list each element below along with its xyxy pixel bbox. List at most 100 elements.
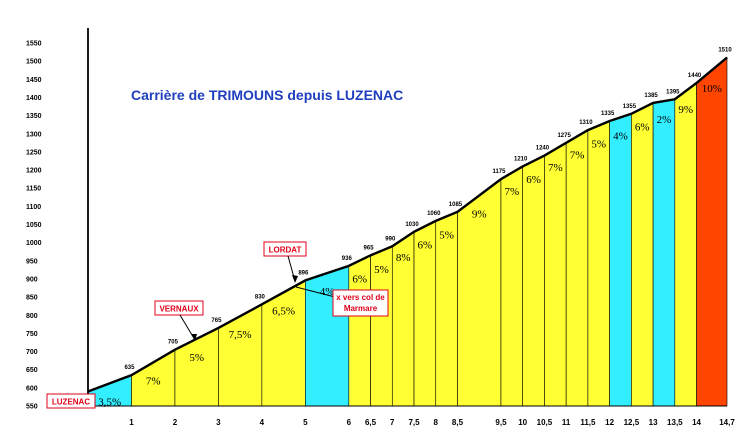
callout-marmare: x vers col de Marmare [295, 286, 389, 317]
grade-label: 6% [635, 121, 650, 133]
altitude-label: 1085 [449, 202, 463, 208]
grade-segment [609, 113, 632, 407]
altitude-label: 1440 [688, 73, 702, 79]
altitude-labels: 635 705 765 830 896 936 965 990 1030 1060 1085 1175… [124, 48, 732, 372]
grade-label: 4% [613, 130, 628, 142]
y-tick-label: 800 [26, 313, 38, 320]
x-tick-label: 2 [173, 418, 178, 427]
y-tick-label: 550 [26, 404, 38, 411]
grade-label: 9% [472, 208, 487, 220]
callout-vernaux-label: VERNAUX [159, 305, 199, 314]
grade-segment [261, 279, 306, 407]
x-tick-label: 14 [692, 418, 701, 427]
callout-marmare-label-1: x vers col de [336, 293, 385, 302]
x-tick-label: 1 [129, 418, 134, 427]
chart-title: Carrière de TRIMOUNS depuis LUZENAC [131, 87, 403, 103]
y-tick-label: 1550 [26, 41, 42, 48]
callout-vernaux-arrowhead [191, 334, 197, 341]
y-tick-label: 1200 [26, 168, 42, 175]
grade-segment [631, 102, 654, 407]
grade-label: 7% [146, 375, 161, 387]
x-tick-label: 8,5 [452, 418, 464, 427]
grade-label: 3,5% [98, 396, 121, 408]
callout-lordat: LORDAT [263, 241, 307, 283]
grade-label: 7,5% [229, 329, 252, 341]
y-tick-label: 850 [26, 295, 38, 302]
axes: 550 600 650 700 750 800 850 900 950 1000 1050 1100 1… [26, 28, 735, 427]
x-tick-label: 11 [562, 418, 571, 427]
grade-label: 6% [526, 174, 541, 186]
x-tick-label: 10,5 [537, 418, 553, 427]
grade-label: 9% [678, 104, 693, 116]
callout-luzenac-label: LUZENAC [52, 398, 90, 407]
x-tick-label: 5 [303, 418, 308, 427]
profile-line [87, 56, 728, 393]
grade-label: 7% [504, 186, 519, 198]
y-tick-label: 1300 [26, 131, 42, 138]
callout-luzenac: LUZENAC [46, 393, 96, 409]
grade-label: 10% [702, 83, 722, 95]
altitude-label: 896 [298, 270, 309, 276]
grade-segment [696, 56, 728, 407]
grade-segment [674, 82, 697, 407]
y-tick-label: 600 [26, 385, 38, 392]
x-tick-label: 13 [649, 418, 658, 427]
grade-segment [218, 303, 263, 407]
altitude-label: 1385 [644, 93, 658, 99]
altitude-label: 1060 [427, 211, 441, 217]
y-tick-label: 750 [26, 331, 38, 338]
grade-label: 5% [374, 264, 389, 276]
altitude-label: 765 [211, 318, 222, 324]
y-tick-label: 1050 [26, 222, 42, 229]
grade-label: 6% [352, 274, 367, 286]
altitude-label: 1355 [623, 104, 637, 110]
grade-label: 4% [320, 286, 335, 298]
altitude-label: 990 [385, 236, 396, 242]
y-tick-label: 700 [26, 349, 38, 356]
y-tick-label: 1400 [26, 95, 42, 102]
grade-label: 7% [570, 149, 585, 161]
altitude-label: 965 [364, 245, 375, 251]
x-tick-label: 8 [434, 418, 439, 427]
x-tick-label: 7 [390, 418, 395, 427]
x-tick-label: 7,5 [408, 418, 420, 427]
x-tick-label: 6,5 [365, 418, 377, 427]
y-tick-label: 1100 [26, 204, 41, 211]
grade-label: 5% [189, 352, 204, 364]
grade-label: 5% [439, 229, 454, 241]
x-tick-label: 3 [216, 418, 221, 427]
grade-segment [522, 155, 545, 407]
grade-label: 6,5% [272, 305, 295, 317]
grade-label: 7% [548, 162, 563, 174]
callout-marmare-label-2: Marmare [344, 304, 378, 313]
x-tick-label: 13,5 [667, 418, 683, 427]
x-tick-label: 12 [605, 418, 614, 427]
grade-label: 6% [418, 239, 433, 251]
altitude-label: 1310 [579, 120, 593, 126]
x-tick-label: 11,5 [580, 418, 596, 427]
y-tick-label: 1000 [26, 240, 42, 247]
altitude-label: 1030 [405, 222, 419, 228]
grade-segment [565, 129, 589, 407]
grade-segment [544, 142, 567, 407]
x-tick-label: 10 [518, 418, 527, 427]
y-tick-label: 650 [26, 367, 38, 374]
y-tick-label: 1350 [26, 113, 42, 120]
altitude-label: 830 [255, 294, 266, 300]
y-tick-label: 1500 [26, 59, 42, 66]
y-tick-label: 1450 [26, 77, 42, 84]
grade-label: 8% [396, 252, 411, 264]
x-tick-label: 9,5 [495, 418, 507, 427]
y-tick-label: 900 [26, 276, 38, 283]
grade-segment [500, 165, 523, 407]
y-tick-label: 1250 [26, 149, 42, 156]
grade-segment [587, 120, 610, 407]
y-tick-label: 1150 [26, 186, 41, 193]
altitude-label: 1210 [514, 156, 528, 162]
altitude-label: 1175 [492, 169, 506, 175]
altitude-label: 1335 [601, 111, 615, 117]
altitude-label: 936 [342, 256, 353, 262]
altitude-label: 1275 [557, 133, 571, 139]
callout-marmare-arrow [295, 286, 336, 298]
